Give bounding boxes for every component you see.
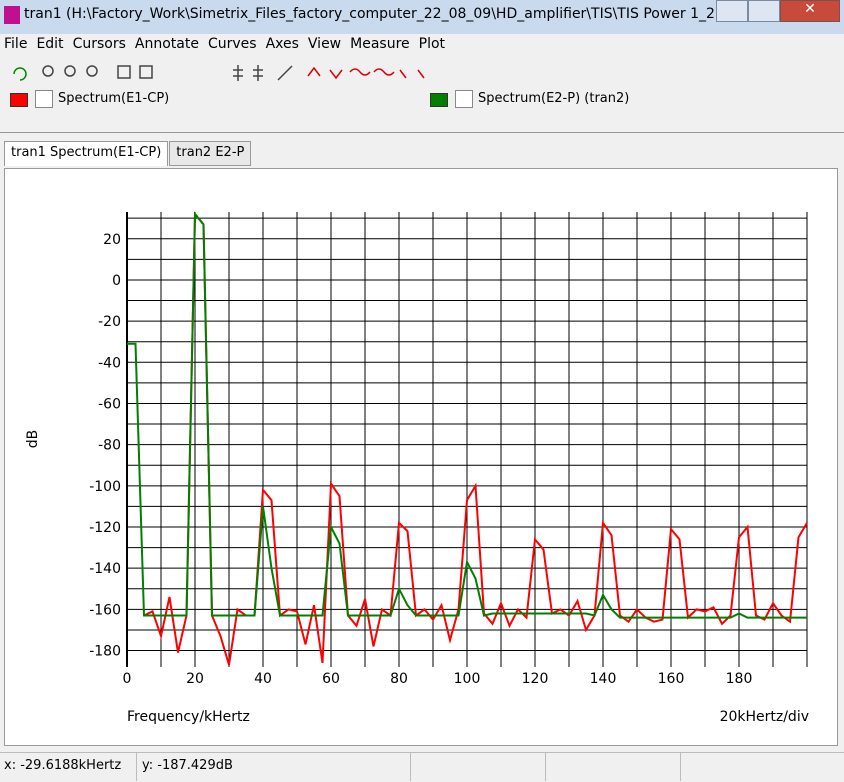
app-icon — [4, 6, 20, 24]
legend-label: Spectrum(E2-P) (tran2) — [478, 91, 630, 106]
separator — [680, 753, 681, 781]
tab[interactable]: tran2 E2-P — [169, 141, 252, 166]
x-tick-label: 160 — [658, 671, 685, 687]
x-tick-label: 80 — [390, 671, 408, 687]
menu-item[interactable]: View — [307, 36, 342, 52]
menu-item[interactable]: File — [4, 36, 28, 52]
x-tick-label: 40 — [254, 671, 272, 687]
curve-legend: Spectrum(E1-CP) Spectrum(E2-P) (tran2) — [0, 88, 844, 114]
y-tick-label: -180 — [89, 644, 121, 660]
x-tick-label: 140 — [590, 671, 617, 687]
separator — [545, 753, 546, 781]
y-tick-label: 0 — [112, 273, 121, 289]
menu-item[interactable]: Plot — [418, 36, 446, 52]
zoom-icon[interactable] — [86, 65, 98, 77]
legend-swatch — [430, 93, 448, 107]
separator — [410, 753, 411, 781]
chart: -180 -160 -140 -120 -100 -80 -60 -40 -20 0 20 0 20 40… — [25, 211, 809, 725]
minimize-button[interactable] — [716, 0, 748, 22]
x-scale-note: 20kHertz/div — [720, 709, 809, 725]
menu-item[interactable]: Edit — [36, 36, 64, 52]
series-line — [143, 211, 808, 666]
legend-label: Spectrum(E1-CP) — [58, 91, 170, 106]
y-tick-label: -60 — [98, 396, 121, 412]
x-tick-label: 60 — [322, 671, 340, 687]
undo-icon[interactable] — [13, 67, 27, 81]
measure-icons[interactable] — [307, 66, 425, 80]
y-tick-label: -20 — [98, 314, 121, 330]
series-line — [127, 211, 807, 619]
legend-swatch — [10, 93, 28, 107]
graph-panel: -180 -160 -140 -120 -100 -80 -60 -40 -20 0 20 0 20 40… — [4, 168, 838, 746]
window-title: tran1 (H:\Factory_Work\Simetrix_Files_fa… — [24, 6, 765, 22]
toolbar-icons — [13, 65, 425, 81]
y-tick-label: 20 — [103, 232, 121, 248]
y-tick-label: -120 — [89, 520, 121, 536]
separator — [136, 753, 137, 781]
grid-icons[interactable] — [233, 65, 293, 81]
toolbar — [8, 62, 428, 84]
x-tick-label: 120 — [522, 671, 549, 687]
menu-bar: File Edit Cursors Annotate Curves Axes View Mea… — [0, 36, 445, 58]
tab-strip: tran1 Spectrum(E1-CP) tran2 E2-P — [4, 141, 252, 166]
zoom-icon[interactable] — [64, 65, 76, 77]
close-button[interactable]: ✕ — [780, 0, 840, 22]
legend-checkbox[interactable] — [35, 90, 53, 108]
status-x: x: -29.6188kHertz — [4, 758, 122, 773]
menu-item[interactable]: Curves — [207, 36, 257, 52]
y-tick-label: -80 — [98, 438, 121, 454]
y-tick-label: -160 — [89, 602, 121, 618]
y-tick-label: -100 — [89, 479, 121, 495]
menu-item[interactable]: Annotate — [134, 36, 199, 52]
menu-item[interactable]: Axes — [265, 36, 299, 52]
maximize-button[interactable] — [748, 0, 780, 22]
x-tick-label: 0 — [123, 671, 132, 687]
legend-checkbox[interactable] — [455, 90, 473, 108]
y-tick-label: -40 — [98, 355, 121, 371]
x-tick-label: 20 — [186, 671, 204, 687]
status-y: y: -187.429dB — [142, 758, 233, 773]
status-bar: x: -29.6188kHertz y: -187.429dB — [0, 752, 844, 782]
x-tick-label: 100 — [454, 671, 481, 687]
x-tick-label: 180 — [726, 671, 753, 687]
menu-item[interactable]: Measure — [350, 36, 410, 52]
y-axis-label: dB — [25, 430, 41, 449]
divider — [0, 132, 844, 133]
tool-icon[interactable] — [117, 65, 131, 79]
tool-icon[interactable] — [139, 65, 153, 79]
zoom-icon[interactable] — [42, 65, 54, 77]
menu-item[interactable]: Cursors — [72, 36, 126, 52]
tab[interactable]: tran1 Spectrum(E1-CP) — [4, 141, 169, 166]
title-bar: tran1 (H:\Factory_Work\Simetrix_Files_fa… — [0, 0, 844, 34]
y-tick-label: -140 — [89, 561, 121, 577]
x-axis-label: Frequency/kHertz — [127, 709, 250, 725]
